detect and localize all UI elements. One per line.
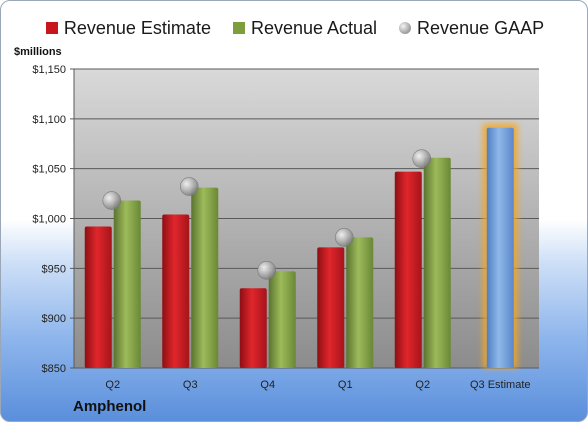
legend-swatch-gaap [399, 22, 412, 34]
x-tick-label: Q2 [415, 379, 430, 391]
bar-revenue-estimate [162, 214, 190, 368]
legend-label-gaap: Revenue GAAP [417, 17, 545, 38]
bar-revenue-actual [268, 271, 296, 368]
legend-item-actual: Revenue Actual [232, 17, 378, 39]
legend-label-estimate: Revenue Estimate [63, 17, 211, 38]
y-tick-label: $1,050 [32, 164, 66, 176]
y-tick-label: $950 [42, 263, 66, 275]
bar-revenue-actual [191, 187, 219, 368]
legend-swatch-actual [232, 22, 245, 34]
legend-item-gaap: Revenue GAAP [399, 18, 544, 39]
bar-revenue-estimate [394, 171, 422, 368]
y-axis-unit-label: $millions [14, 46, 62, 58]
marker-revenue-gaap [412, 149, 432, 168]
company-name: Amphenol [73, 398, 147, 415]
legend-label-actual: Revenue Actual [250, 17, 378, 38]
bar-revenue-actual [113, 200, 141, 368]
legend: Revenue Estimate Revenue Actual Revenue … [1, 15, 587, 41]
marker-revenue-gaap [334, 228, 354, 247]
y-tick-label: $850 [42, 363, 66, 375]
x-tick-label: Q4 [260, 379, 275, 391]
x-tick-label: Q1 [338, 379, 353, 391]
y-tick-label: $900 [42, 313, 66, 325]
marker-revenue-gaap [179, 177, 199, 196]
legend-swatch-estimate [45, 22, 58, 34]
y-tick-label: $1,150 [32, 64, 66, 76]
marker-revenue-gaap [257, 261, 277, 280]
y-tick-label: $1,000 [32, 214, 66, 226]
x-tick-label: Q2 [105, 379, 120, 391]
bar-forecast-estimate [486, 127, 514, 368]
bar-revenue-estimate [317, 247, 345, 368]
x-tick-label: Q3 Estimate [470, 379, 531, 391]
legend-item-estimate: Revenue Estimate [45, 17, 211, 39]
x-tick-label: Q3 [183, 379, 198, 391]
marker-revenue-gaap [102, 191, 122, 210]
bar-revenue-estimate [84, 226, 112, 368]
bar-revenue-actual [346, 237, 374, 368]
y-tick-label: $1,100 [32, 114, 66, 126]
bar-revenue-actual [423, 157, 451, 368]
bar-revenue-estimate [239, 288, 267, 368]
